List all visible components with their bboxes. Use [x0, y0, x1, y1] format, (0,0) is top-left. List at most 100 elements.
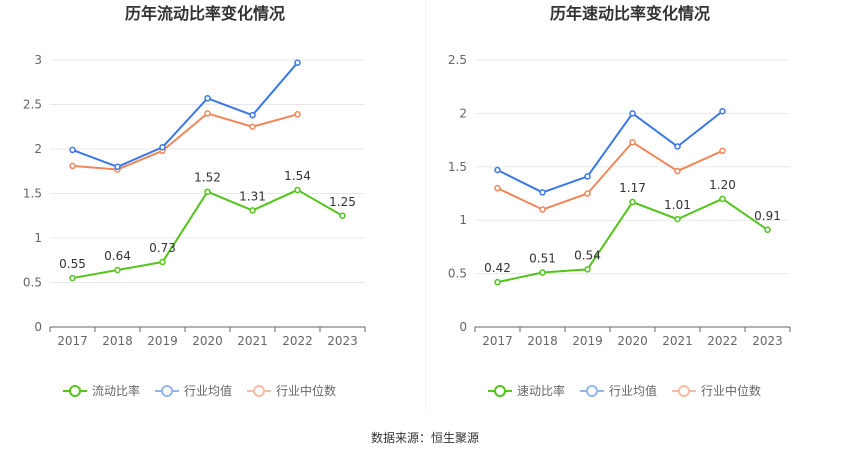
data-point — [674, 215, 681, 223]
y-tick-label: 0 — [459, 320, 467, 334]
data-label: 1.52 — [194, 171, 221, 185]
data-point — [494, 184, 501, 192]
data-point — [204, 110, 211, 117]
data-point — [629, 110, 636, 117]
x-tick-label: 2018 — [527, 334, 558, 348]
data-point — [204, 95, 211, 102]
legend-swatch-marker — [678, 385, 690, 397]
data-label: 0.91 — [754, 209, 781, 223]
y-tick-label: 2 — [459, 106, 467, 120]
x-tick-label: 2020 — [192, 334, 223, 348]
legend-swatch-marker — [494, 385, 506, 397]
y-tick-label: 1.5 — [23, 187, 42, 201]
legend-swatch-marker — [161, 385, 173, 397]
legend-item-1: 行业均值 — [580, 383, 657, 398]
data-point — [539, 269, 546, 276]
data-label: 1.31 — [239, 189, 266, 203]
data-point — [584, 173, 591, 180]
data-label: 0.73 — [149, 241, 176, 255]
x-tick-label: 2017 — [482, 334, 513, 348]
data-point — [339, 212, 346, 219]
x-tick-label: 2019 — [147, 334, 178, 348]
data-label: 0.54 — [574, 248, 601, 262]
legend-swatch-marker — [69, 385, 81, 397]
series-line-1 — [72, 62, 299, 168]
data-point — [494, 166, 501, 174]
series-line-2 — [497, 141, 723, 211]
data-point — [719, 108, 726, 115]
data-label: 0.42 — [484, 261, 511, 275]
data-point — [294, 111, 301, 118]
x-tick-label: 2022 — [707, 334, 738, 348]
data-point — [69, 162, 76, 170]
x-tick-label: 2018 — [102, 334, 133, 348]
data-point — [249, 111, 256, 119]
chart-title: 历年速动比率变化情况 — [550, 4, 710, 23]
data-point — [294, 59, 301, 66]
legend-swatch-marker — [253, 385, 265, 397]
y-tick-label: 1 — [459, 213, 467, 227]
y-tick-label: 2.5 — [23, 98, 42, 112]
data-point — [294, 186, 301, 194]
legend-label: 行业均值 — [609, 383, 657, 398]
data-point — [719, 147, 726, 155]
data-point — [539, 206, 546, 213]
legend-label: 流动比率 — [92, 383, 140, 398]
data-point — [249, 207, 256, 214]
data-point — [114, 266, 121, 274]
series-line-0 — [72, 188, 343, 280]
data-point — [249, 123, 256, 130]
legend-label: 行业中位数 — [701, 383, 761, 398]
data-point — [114, 163, 121, 171]
data-point — [584, 266, 591, 273]
series-line-0 — [497, 197, 769, 284]
x-tick-label: 2017 — [57, 334, 88, 348]
data-point — [674, 143, 681, 150]
x-tick-label: 2021 — [662, 334, 693, 348]
legend-item-2: 行业中位数 — [247, 383, 336, 398]
y-tick-label: 1 — [34, 231, 42, 245]
y-tick-label: 3 — [34, 53, 42, 67]
y-tick-label: 1.5 — [448, 160, 467, 174]
data-label: 1.01 — [664, 198, 691, 212]
data-label: 1.54 — [284, 169, 311, 183]
x-tick-label: 2023 — [327, 334, 358, 348]
y-tick-label: 2.5 — [448, 53, 467, 67]
x-tick-label: 2023 — [752, 334, 783, 348]
chart-divider — [425, 0, 426, 410]
data-source-note: 数据来源：恒生聚源 — [370, 431, 479, 445]
data-point — [69, 274, 76, 282]
x-tick-label: 2021 — [237, 334, 268, 348]
data-point — [764, 226, 771, 234]
data-label: 0.51 — [529, 252, 556, 266]
legend-item-0: 流动比率 — [63, 383, 140, 398]
legend-item-1: 行业均值 — [155, 383, 232, 398]
legend-item-2: 行业中位数 — [672, 383, 761, 398]
series-line-1 — [497, 110, 724, 194]
data-label: 1.20 — [709, 178, 736, 192]
x-tick-label: 2020 — [617, 334, 648, 348]
data-label: 1.25 — [329, 195, 356, 209]
data-label: 0.64 — [104, 249, 131, 263]
data-point — [719, 195, 726, 203]
y-tick-label: 2 — [34, 142, 42, 156]
data-point — [159, 143, 166, 151]
data-point — [629, 198, 636, 206]
data-point — [629, 138, 636, 146]
legend-item-0: 速动比率 — [488, 383, 565, 398]
data-label: 1.17 — [619, 181, 646, 195]
chart-title: 历年流动比率变化情况 — [125, 4, 285, 23]
data-point — [584, 190, 591, 197]
data-point — [494, 278, 501, 286]
y-tick-label: 0.5 — [23, 276, 42, 290]
legend-label: 行业均值 — [184, 383, 232, 398]
legend-swatch-marker — [586, 385, 598, 397]
y-tick-label: 0 — [34, 320, 42, 334]
data-point — [539, 189, 546, 196]
data-label: 0.55 — [59, 257, 86, 271]
legend-label: 行业中位数 — [276, 383, 336, 398]
x-tick-label: 2022 — [282, 334, 313, 348]
data-point — [159, 258, 166, 266]
